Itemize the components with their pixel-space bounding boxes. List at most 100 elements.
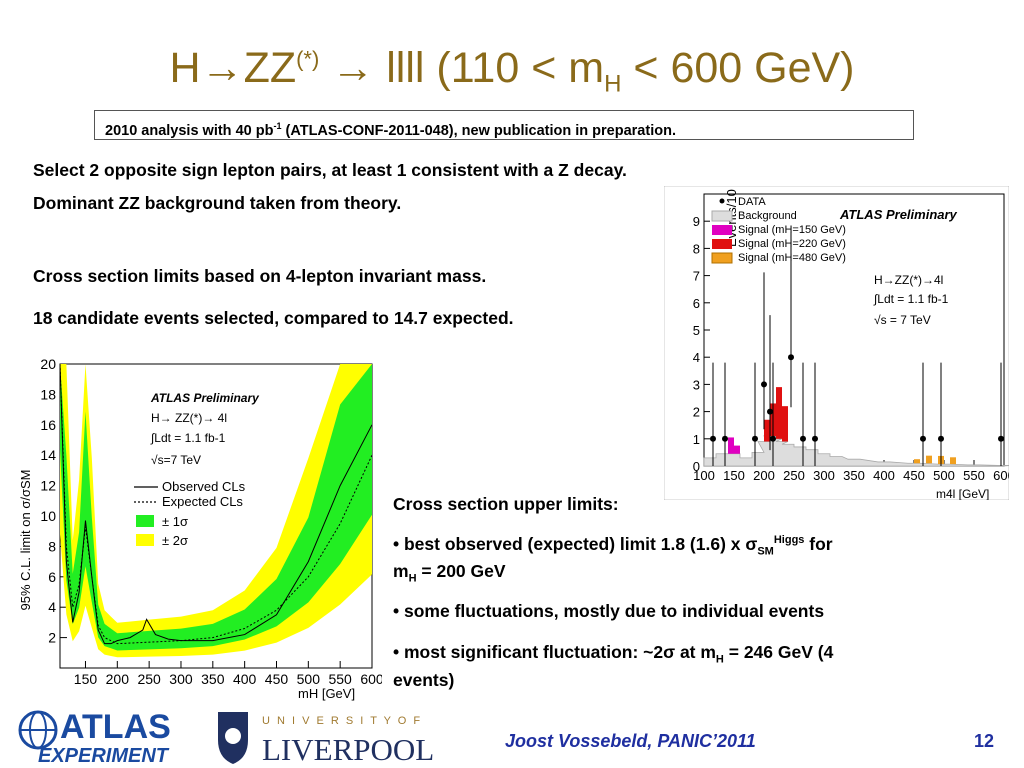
- mass-distribution-chart: 0 1 2 3 4 5 6 7 8 9 100 150 200 250 300 350 400 450 500 550…: [664, 186, 1009, 500]
- lp-xtick-label: 250: [137, 671, 161, 687]
- legend-2sigma: ± 2σ: [162, 533, 188, 548]
- lp-ytick-label: 6: [48, 569, 56, 585]
- bullet-candidates: 18 candidate events selected, compared t…: [33, 308, 514, 328]
- rp-lumi: ∫Ldt = 1.1 fb-1: [873, 292, 949, 306]
- limits-bullet-3: • most significant fluctuation: ~2σ at m…: [393, 642, 834, 666]
- rp-xtick-label: 150: [723, 468, 745, 483]
- lp-energy: √s=7 TeV: [151, 453, 201, 467]
- rp-data-point: [998, 435, 1004, 442]
- rp-data-point: [938, 435, 944, 442]
- rp-ytick-label: 4: [693, 350, 700, 365]
- legend-s150-swatch: [712, 225, 732, 235]
- lp-xtick-label: 200: [106, 671, 130, 687]
- lp-ytick-label: 20: [40, 356, 56, 372]
- rp-signal220-bar: [782, 406, 788, 442]
- rp-ytick-label: 7: [693, 269, 700, 284]
- rp-ytick-label: 9: [693, 214, 700, 229]
- lp-xtick-label: 600: [360, 671, 382, 687]
- legend-signal150: Signal (mH=150 GeV): [738, 224, 846, 236]
- bullet-background: Dominant ZZ background taken from theory…: [33, 193, 402, 213]
- legend-signal220: Signal (mH=220 GeV): [738, 238, 846, 250]
- lp-xtick-label: 400: [233, 671, 257, 687]
- rp-xtick-label: 500: [933, 468, 955, 483]
- limits-heading: Cross section upper limits:: [393, 494, 619, 514]
- lp-ytick-label: 2: [48, 630, 56, 646]
- rp-ytick-label: 3: [693, 377, 700, 392]
- rp-data-point: [788, 354, 794, 361]
- rp-signal150-bar: [728, 437, 734, 454]
- lp-ytick-label: 18: [40, 386, 56, 402]
- legend-data: DATA: [738, 196, 766, 208]
- limits-bullet-3-cont: events): [393, 670, 455, 690]
- svg-text:LIVERPOOL: LIVERPOOL: [262, 732, 434, 767]
- rp-xtick-label: 400: [873, 468, 895, 483]
- limits-bullet-1: • best observed (expected) limit 1.8 (1.…: [393, 534, 833, 558]
- lp-ytick-label: 8: [48, 538, 56, 554]
- limits-bullet-2: • some fluctuations, mostly due to indiv…: [393, 601, 825, 621]
- note-box: 2010 analysis with 40 pb-1 (ATLAS-CONF-2…: [94, 110, 914, 140]
- rp-process: H→ZZ(*)→4l: [874, 273, 943, 287]
- lp-observed-line: [59, 363, 373, 645]
- rp-ytick-label: 5: [693, 323, 700, 338]
- lp-xtick-label: 450: [265, 671, 289, 687]
- legend-data-marker: [719, 198, 725, 204]
- legend-s480-swatch: [711, 252, 733, 264]
- lp-xlabel: mH [GeV]: [298, 686, 355, 701]
- lp-xtick-label: 500: [297, 671, 321, 687]
- svg-text:U N I V E R S I T Y O F: U N I V E R S I T Y O F: [262, 715, 422, 727]
- rp-data-point: [920, 435, 926, 442]
- legend-1sigma-swatch: [136, 515, 154, 527]
- legend-expected: Expected CLs: [162, 494, 243, 509]
- legend-1sigma: ± 1σ: [162, 514, 188, 529]
- lp-xtick-label: 350: [201, 671, 225, 687]
- rp-xtick-label: 600: [993, 468, 1009, 483]
- legend-signal480: Signal (mH=480 GeV): [738, 252, 846, 264]
- lp-xtick-label: 300: [169, 671, 193, 687]
- lp-atlas-label: ATLAS Preliminary: [150, 391, 260, 405]
- lp-ytick-label: 16: [40, 417, 56, 433]
- svg-text:EXPERIMENT: EXPERIMENT: [38, 745, 170, 767]
- legend-s220-swatch: [712, 239, 732, 249]
- rp-data-point: [767, 408, 773, 415]
- rp-data-point: [761, 381, 767, 388]
- rp-signal480-bar: [950, 457, 956, 465]
- rp-xtick-label: 250: [783, 468, 805, 483]
- lp-band-1sigma: [60, 364, 372, 651]
- lp-ytick-label: 14: [40, 447, 56, 463]
- bullet-cross-section: Cross section limits based on 4-lepton i…: [33, 266, 487, 286]
- rp-ytick-label: 2: [693, 405, 700, 420]
- lp-ytick-label: 12: [40, 478, 56, 494]
- liverpool-logo: U N I V E R S I T Y O F LIVERPOOL: [218, 712, 434, 767]
- rp-xtick-label: 550: [963, 468, 985, 483]
- lp-expected-line: [59, 363, 373, 645]
- rp-signal220-bar: [776, 387, 782, 439]
- rp-xtick-label: 300: [813, 468, 835, 483]
- rp-data-point: [722, 435, 728, 442]
- rp-ytick-label: 1: [693, 432, 700, 447]
- rp-data-point: [752, 435, 758, 442]
- lp-xtick-label: 150: [74, 671, 98, 687]
- lp-ytick-label: 10: [40, 508, 56, 524]
- slide-title: H→ZZ(*) → llll (110 < mH < 600 GeV): [169, 44, 855, 98]
- rp-data-point: [710, 435, 716, 442]
- lp-process: H→ ZZ(*)→ 4l: [151, 411, 227, 425]
- rp-signal480-bar: [926, 455, 932, 464]
- page-number: 12: [974, 731, 995, 751]
- rp-signal220-bar: [764, 419, 770, 442]
- rp-signal480-bar: [914, 459, 920, 464]
- rp-ytick-label: 6: [693, 296, 700, 311]
- rp-data-point: [770, 435, 776, 442]
- atlas-experiment-logo: ATLAS EXPERIMENT: [18, 708, 171, 767]
- lp-xtick-label: 550: [328, 671, 352, 687]
- rp-energy: √s = 7 TeV: [874, 313, 931, 327]
- rp-xtick-label: 100: [693, 468, 715, 483]
- rp-ytick-label: 8: [693, 241, 700, 256]
- rp-xtick-label: 450: [903, 468, 925, 483]
- rp-ytick-label: 0: [693, 459, 700, 474]
- lp-ytick-label: 4: [48, 599, 56, 615]
- rp-signal150-bar: [734, 445, 740, 454]
- legend-observed: Observed CLs: [162, 479, 246, 494]
- rp-xtick-label: 200: [753, 468, 775, 483]
- lp-lumi: ∫Ldt = 1.1 fb-1: [150, 431, 226, 445]
- legend-background: Background: [738, 210, 797, 222]
